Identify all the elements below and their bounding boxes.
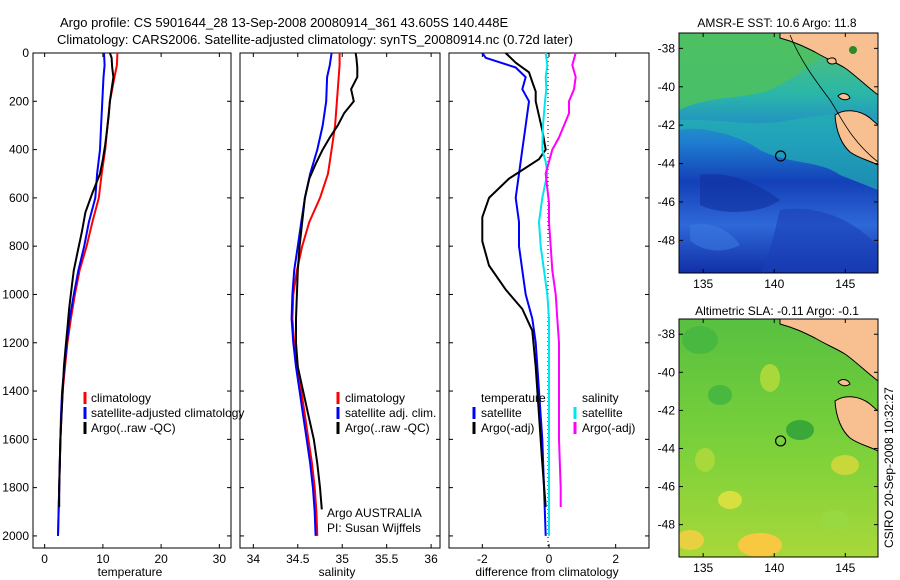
difference-series-salinity-argo-adj [544,52,577,507]
map-y-tick-label: -46 [658,195,676,209]
sla-landmass [779,319,878,452]
legend-label-sal-satellite: satellite [582,406,623,420]
difference-series-temperature-satellite [481,52,547,536]
depth-tick-label: 1600 [2,432,29,446]
temperature-x-tick-label: 10 [96,552,110,566]
map-y-tick-label: -42 [658,118,676,132]
sst-green-spot [849,46,857,54]
legend-label-temp-satellite: satellite [481,406,522,420]
legend-label-satellite-adj: satellite adj. clim. [345,406,436,420]
depth-tick-label: 0 [22,46,29,60]
depth-tick-label: 400 [9,143,29,157]
salinity-x-tick-label: 34 [247,552,261,566]
salinity-legend: climatology satellite adj. clim. Argo(..… [336,391,436,435]
difference-x-tick-label: 0 [546,552,553,566]
map-x-tick-label: 135 [693,561,713,575]
map-x-tick-label: 140 [764,277,784,291]
difference-x-tick-label: -2 [477,552,488,566]
depth-tick-label: 200 [9,94,29,108]
difference-legend: temperature satellite Argo(-adj) salinit… [472,391,635,435]
salinity-series-climatology [291,53,341,536]
temperature-legend: climatology satellite-adjusted climatolo… [83,391,244,435]
temperature-axis-label: temperature [98,565,163,579]
salinity-panel-frame [239,52,441,549]
map-y-tick-label: -42 [658,403,676,417]
sla-map-title: Altimetric SLA: -0.11 Argo: -0.1 [695,304,859,318]
sst-map-title: AMSR-E SST: 10.6 Argo: 11.8 [697,16,857,30]
legend-label-argo: Argo(..raw -QC) [345,421,430,435]
legend-label-argo: Argo(..raw -QC) [91,421,176,435]
depth-tick-label: 800 [9,239,29,253]
sla-map-frame [678,318,879,558]
map-x-tick-label: 140 [764,561,784,575]
sla-blobs [679,326,859,557]
temperature-panel-frame [32,52,232,549]
sst-map [679,33,878,273]
difference-axis-label: difference from climatology [475,565,618,579]
temperature-x-tick-label: 20 [154,552,168,566]
salinity-series-argo-raw-qc [295,52,359,510]
argo-location-marker [775,150,787,162]
map-y-tick-label: -40 [658,365,676,379]
salinity-axis-label: salinity [319,565,356,579]
difference-series-salinity-satellite [538,52,550,536]
legend-label-sal-argo: Argo(-adj) [582,421,635,435]
depth-tick-label: 1000 [2,287,29,301]
salinity-x-tick-label: 36 [424,552,438,566]
salinity-series-satellite-adj-clim [290,52,333,536]
header-line-1: Argo profile: CS 5901644_28 13-Sep-2008 … [60,15,508,30]
temperature-x-tick-label: 0 [41,552,48,566]
annotation-argo-australia: Argo AUSTRALIA [327,506,422,520]
legend-label-satellite-adjusted: satellite-adjusted climatology [91,406,244,420]
legend-label-climatology: climatology [345,391,405,405]
legend-header-temperature: temperature [481,391,546,405]
map-y-tick-label: -40 [658,80,676,94]
map-x-tick-label: 145 [835,561,855,575]
depth-tick-label: 2000 [2,529,29,543]
map-y-tick-label: -44 [658,441,676,455]
legend-header-salinity: salinity [582,391,619,405]
sla-map [679,319,878,557]
sst-map-frame [678,32,879,274]
legend-label-climatology: climatology [91,391,151,405]
difference-x-tick-label: 2 [612,552,619,566]
map-y-tick-label: -44 [658,157,676,171]
map-y-tick-label: -48 [658,518,676,532]
temperature-series-argo-raw-qc [58,52,115,507]
temperature-x-tick-label: 30 [213,552,227,566]
map-y-tick-label: -46 [658,480,676,494]
salinity-x-tick-label: 35.5 [375,552,399,566]
temperature-series-satellite-adjusted-climatology [57,52,106,536]
sst-blobs [679,33,878,273]
map-y-tick-label: -48 [658,233,676,247]
salinity-x-tick-label: 35 [336,552,350,566]
map-x-tick-label: 135 [693,277,713,291]
depth-tick-label: 1400 [2,384,29,398]
depth-tick-label: 1200 [2,336,29,350]
argo-location-marker [775,435,787,447]
sst-contour-line [789,34,878,163]
annotation-pi: PI: Susan Wijffels [327,521,421,535]
salinity-x-tick-label: 34.5 [286,552,310,566]
timestamp-side-label: CSIRO 20-Sep-2008 10:32:27 [882,387,896,548]
header-line-2: Climatology: CARS2006. Satellite-adjuste… [57,32,573,47]
map-y-tick-label: -38 [658,327,676,341]
map-y-tick-label: -38 [658,41,676,55]
depth-tick-label: 1800 [2,481,29,495]
legend-label-temp-argo: Argo(-adj) [481,421,534,435]
depth-tick-label: 600 [9,191,29,205]
difference-series-temperature-argo-adj [481,52,547,508]
map-x-tick-label: 145 [835,277,855,291]
